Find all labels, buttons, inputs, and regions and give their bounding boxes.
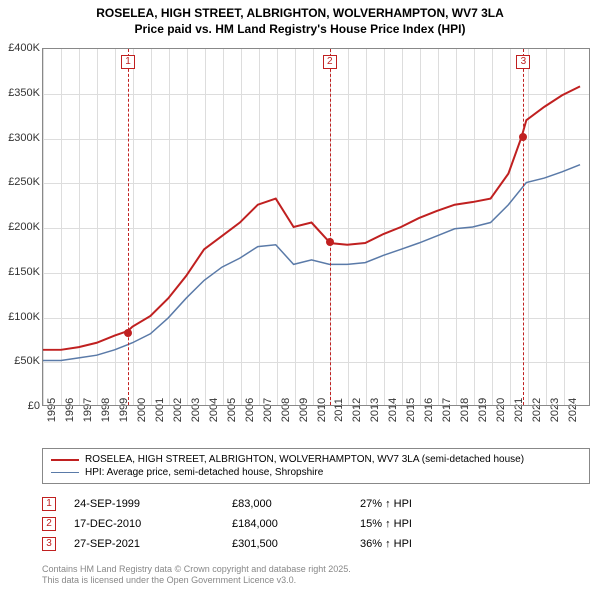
- legend-row: ROSELEA, HIGH STREET, ALBRIGHTON, WOLVER…: [51, 453, 581, 466]
- gridline-vertical: [133, 49, 134, 405]
- sale-index-box: 2: [42, 517, 56, 531]
- plot-area: 1 2 3: [42, 48, 590, 406]
- legend-label: ROSELEA, HIGH STREET, ALBRIGHTON, WOLVER…: [85, 454, 524, 465]
- gridline-vertical: [223, 49, 224, 405]
- y-axis-label: £0: [0, 400, 40, 412]
- gridline-horizontal: [43, 94, 589, 95]
- gridline-vertical: [564, 49, 565, 405]
- sale-hpi: 27% ↑ HPI: [360, 498, 470, 510]
- sale-marker-label: 1: [121, 55, 135, 69]
- gridline-vertical: [151, 49, 152, 405]
- gridline-vertical: [384, 49, 385, 405]
- gridline-horizontal: [43, 362, 589, 363]
- gridline-horizontal: [43, 139, 589, 140]
- sale-index-box: 1: [42, 497, 56, 511]
- y-axis-label: £100K: [0, 311, 40, 323]
- footer-line-2: This data is licensed under the Open Gov…: [42, 575, 351, 586]
- footer-attribution: Contains HM Land Registry data © Crown c…: [42, 564, 351, 586]
- gridline-vertical: [61, 49, 62, 405]
- gridline-vertical: [492, 49, 493, 405]
- gridline-vertical: [546, 49, 547, 405]
- gridline-vertical: [241, 49, 242, 405]
- gridline-vertical: [205, 49, 206, 405]
- gridline-vertical: [366, 49, 367, 405]
- title-line-1: ROSELEA, HIGH STREET, ALBRIGHTON, WOLVER…: [0, 6, 600, 22]
- sale-date: 24-SEP-1999: [74, 498, 214, 510]
- footer-line-1: Contains HM Land Registry data © Crown c…: [42, 564, 351, 575]
- sale-hpi: 15% ↑ HPI: [360, 518, 470, 530]
- sale-marker-dot: [326, 238, 334, 246]
- sale-marker-line: [128, 49, 129, 405]
- gridline-vertical: [402, 49, 403, 405]
- sale-price: £301,500: [232, 538, 342, 550]
- y-axis-label: £200K: [0, 221, 40, 233]
- sale-marker-line: [330, 49, 331, 405]
- y-axis-label: £350K: [0, 87, 40, 99]
- legend-swatch: [51, 459, 79, 461]
- gridline-vertical: [348, 49, 349, 405]
- sale-date: 27-SEP-2021: [74, 538, 214, 550]
- sales-table: 1 24-SEP-1999 £83,000 27% ↑ HPI 2 17-DEC-2010…: [42, 494, 590, 554]
- gridline-horizontal: [43, 318, 589, 319]
- legend-swatch: [51, 472, 79, 473]
- gridline-vertical: [313, 49, 314, 405]
- sale-row: 2 17-DEC-2010 £184,000 15% ↑ HPI: [42, 514, 590, 534]
- gridline-vertical: [420, 49, 421, 405]
- sale-hpi: 36% ↑ HPI: [360, 538, 470, 550]
- y-axis-label: £250K: [0, 176, 40, 188]
- y-axis-label: £300K: [0, 132, 40, 144]
- gridline-vertical: [528, 49, 529, 405]
- sale-date: 17-DEC-2010: [74, 518, 214, 530]
- sale-row: 1 24-SEP-1999 £83,000 27% ↑ HPI: [42, 494, 590, 514]
- gridline-vertical: [295, 49, 296, 405]
- gridline-vertical: [169, 49, 170, 405]
- y-axis-label: £50K: [0, 355, 40, 367]
- gridline-vertical: [474, 49, 475, 405]
- gridline-vertical: [438, 49, 439, 405]
- gridline-vertical: [510, 49, 511, 405]
- gridline-vertical: [259, 49, 260, 405]
- chart-container: ROSELEA, HIGH STREET, ALBRIGHTON, WOLVER…: [0, 0, 600, 590]
- gridline-horizontal: [43, 273, 589, 274]
- sale-marker-line: [523, 49, 524, 405]
- sale-index-box: 3: [42, 537, 56, 551]
- legend: ROSELEA, HIGH STREET, ALBRIGHTON, WOLVER…: [42, 448, 590, 484]
- gridline-vertical: [43, 49, 44, 405]
- gridline-vertical: [187, 49, 188, 405]
- line-series-svg: [43, 49, 589, 405]
- legend-row: HPI: Average price, semi-detached house,…: [51, 466, 581, 479]
- sale-price: £184,000: [232, 518, 342, 530]
- gridline-vertical: [456, 49, 457, 405]
- sale-marker-dot: [519, 133, 527, 141]
- sale-row: 3 27-SEP-2021 £301,500 36% ↑ HPI: [42, 534, 590, 554]
- gridline-vertical: [97, 49, 98, 405]
- y-axis-label: £400K: [0, 42, 40, 54]
- legend-label: HPI: Average price, semi-detached house,…: [85, 467, 323, 478]
- title-line-2: Price paid vs. HM Land Registry's House …: [0, 22, 600, 38]
- gridline-horizontal: [43, 228, 589, 229]
- gridline-vertical: [115, 49, 116, 405]
- y-axis-label: £150K: [0, 266, 40, 278]
- chart-title: ROSELEA, HIGH STREET, ALBRIGHTON, WOLVER…: [0, 0, 600, 37]
- sale-price: £83,000: [232, 498, 342, 510]
- sale-marker-label: 2: [323, 55, 337, 69]
- gridline-vertical: [277, 49, 278, 405]
- gridline-vertical: [79, 49, 80, 405]
- sale-marker-label: 3: [516, 55, 530, 69]
- gridline-horizontal: [43, 183, 589, 184]
- sale-marker-dot: [124, 329, 132, 337]
